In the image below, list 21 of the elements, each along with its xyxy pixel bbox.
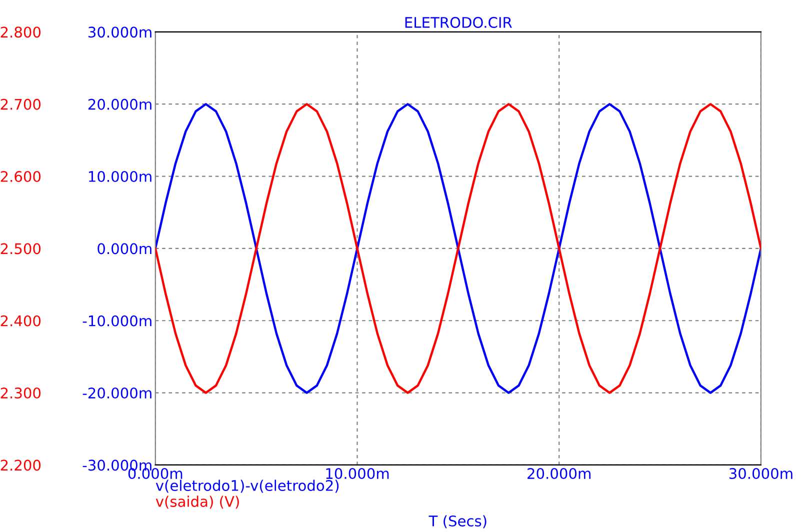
y2-tick-label: 2.700 [0, 98, 41, 110]
y-tick-label: -20.000m [82, 388, 152, 399]
y2-tick-label: 2.600 [0, 170, 41, 182]
y-tick-label: 10.000m [88, 170, 152, 182]
line-series [155, 102, 761, 394]
text: v(eletrodo1)-v(eletrodo2) [156, 480, 339, 493]
x-tick-label: 10.000m [326, 468, 389, 480]
y-tick-label: 20.000m [88, 98, 152, 110]
y2-tick-label: 2.400 [0, 315, 41, 326]
x-axis-title: T (Secs) [428, 515, 486, 528]
y2-tick-label: 2.800 [0, 26, 41, 38]
y-tick-label: 0.000m [98, 243, 152, 254]
y-tick-label: 30.000m [88, 26, 152, 38]
text: v(saida) (V) [156, 496, 239, 509]
y2-tick-label: 2.300 [0, 388, 41, 399]
x-tick-label: 30.000m [729, 468, 792, 480]
y2-tick-label: 2.200 [0, 460, 41, 471]
y-tick-label: -10.000m [82, 315, 152, 326]
y2-tick-label: 2.500 [0, 243, 41, 254]
x-tick-label: 20.000m [528, 468, 590, 480]
chart-title: ELETRODO.CIR [405, 16, 512, 28]
